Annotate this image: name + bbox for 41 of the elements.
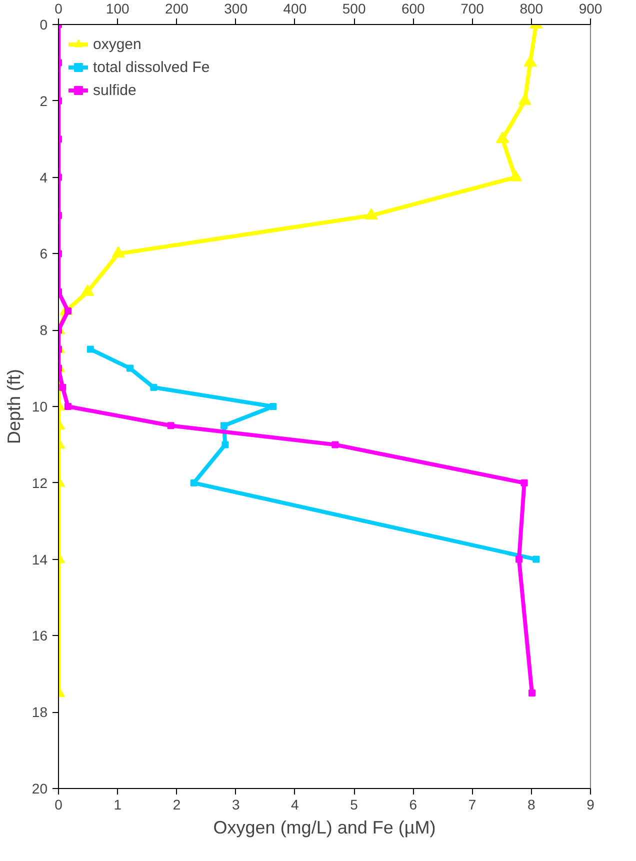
x-tick-label: 5 [350, 796, 358, 812]
x2-tick-label: 400 [283, 0, 307, 16]
y-tick-label: 6 [40, 246, 48, 262]
x2-tick-label: 0 [54, 0, 63, 16]
x-axis-title: Oxygen (mg/L) and Fe (µM) [213, 818, 436, 838]
x2-tick-label: 200 [165, 0, 189, 16]
legend-label: oxygen [93, 36, 142, 52]
x-tick-label: 6 [409, 796, 418, 812]
y-axis-title: Depth (ft) [4, 368, 24, 444]
legend-label: sulfide [93, 82, 136, 98]
x-tick-label: 0 [54, 796, 63, 812]
x-tick-label: 4 [291, 796, 300, 812]
y-tick-label: 4 [40, 169, 48, 186]
x-tick-label: 9 [586, 796, 595, 812]
x-tick-label: 7 [468, 796, 476, 812]
x2-tick-label: 100 [106, 0, 130, 16]
x-tick-label: 8 [527, 796, 536, 812]
point [167, 422, 174, 430]
point [515, 556, 522, 563]
point [520, 479, 528, 486]
y-tick-label: 12 [32, 474, 48, 491]
y-tick-label: 18 [32, 704, 48, 720]
y-tick-label: 2 [40, 92, 48, 109]
point [332, 441, 339, 448]
x2-tick-label: 900 [578, 0, 602, 16]
legend-label: total dissolved Fe [93, 58, 210, 76]
x2-tick-label: 600 [401, 0, 426, 16]
y-tick-label: 20 [32, 780, 48, 796]
point [528, 690, 536, 696]
y-tick-label: 0 [40, 16, 48, 32]
x2-tick-label: 500 [342, 0, 366, 16]
x-tick-label: 3 [232, 796, 240, 812]
y-tick-label: 8 [40, 322, 48, 338]
x2-tick-label: 700 [460, 0, 484, 16]
x-tick-label: 1 [114, 796, 122, 812]
x2-tick-label: 300 [224, 0, 248, 16]
x-tick-label: 2 [172, 796, 181, 812]
y-tick-label: 14 [32, 551, 48, 568]
x2-tick-label: 800 [520, 0, 544, 16]
y-tick-label: 16 [32, 628, 48, 644]
y-tick-label: 10 [32, 398, 48, 414]
